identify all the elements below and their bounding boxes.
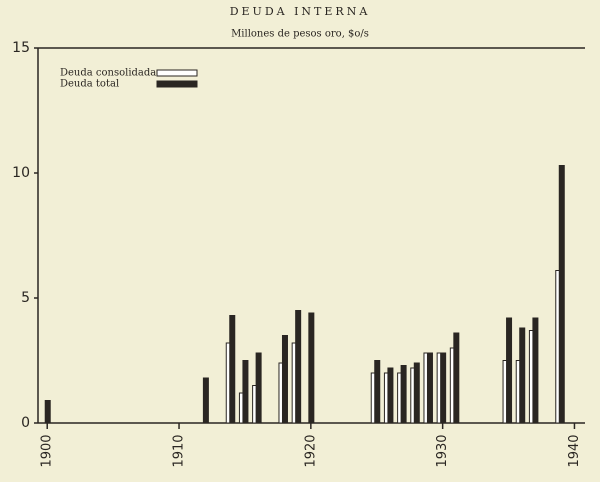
y-tick-label: 0: [21, 415, 30, 431]
x-tick-label: 1920: [303, 434, 318, 467]
legend-swatch: [156, 69, 198, 77]
bar: [202, 377, 209, 424]
x-tick-label: 1940: [567, 434, 582, 467]
bar: [295, 310, 302, 424]
x-tick-label: 1930: [435, 434, 450, 467]
bar: [255, 352, 262, 424]
bar: [506, 317, 513, 424]
bar: [374, 360, 381, 424]
x-tick-label: 1900: [40, 434, 55, 467]
bar: [413, 362, 420, 424]
legend-label: Deuda consolidada: [60, 68, 156, 79]
bar: [453, 332, 460, 424]
bar: [440, 352, 447, 424]
x-tick-label: 1910: [172, 434, 187, 467]
bar: [44, 400, 51, 424]
chart-title: DEUDA INTERNA: [230, 5, 371, 18]
bar: [426, 352, 433, 424]
bar: [242, 360, 249, 424]
bar: [308, 312, 315, 424]
y-tick-label: 15: [12, 40, 30, 56]
legend-swatch: [156, 80, 198, 88]
bar: [387, 367, 394, 424]
chart-subtitle: Millones de pesos oro, $o/s: [231, 29, 369, 40]
bar: [532, 317, 539, 424]
bar: [229, 315, 236, 424]
bar: [558, 165, 565, 424]
bar: [281, 335, 288, 424]
bar: [400, 365, 407, 424]
legend-label: Deuda total: [60, 79, 119, 90]
y-tick-label: 5: [21, 290, 30, 306]
y-tick-label: 10: [12, 165, 30, 181]
bar: [519, 327, 526, 424]
